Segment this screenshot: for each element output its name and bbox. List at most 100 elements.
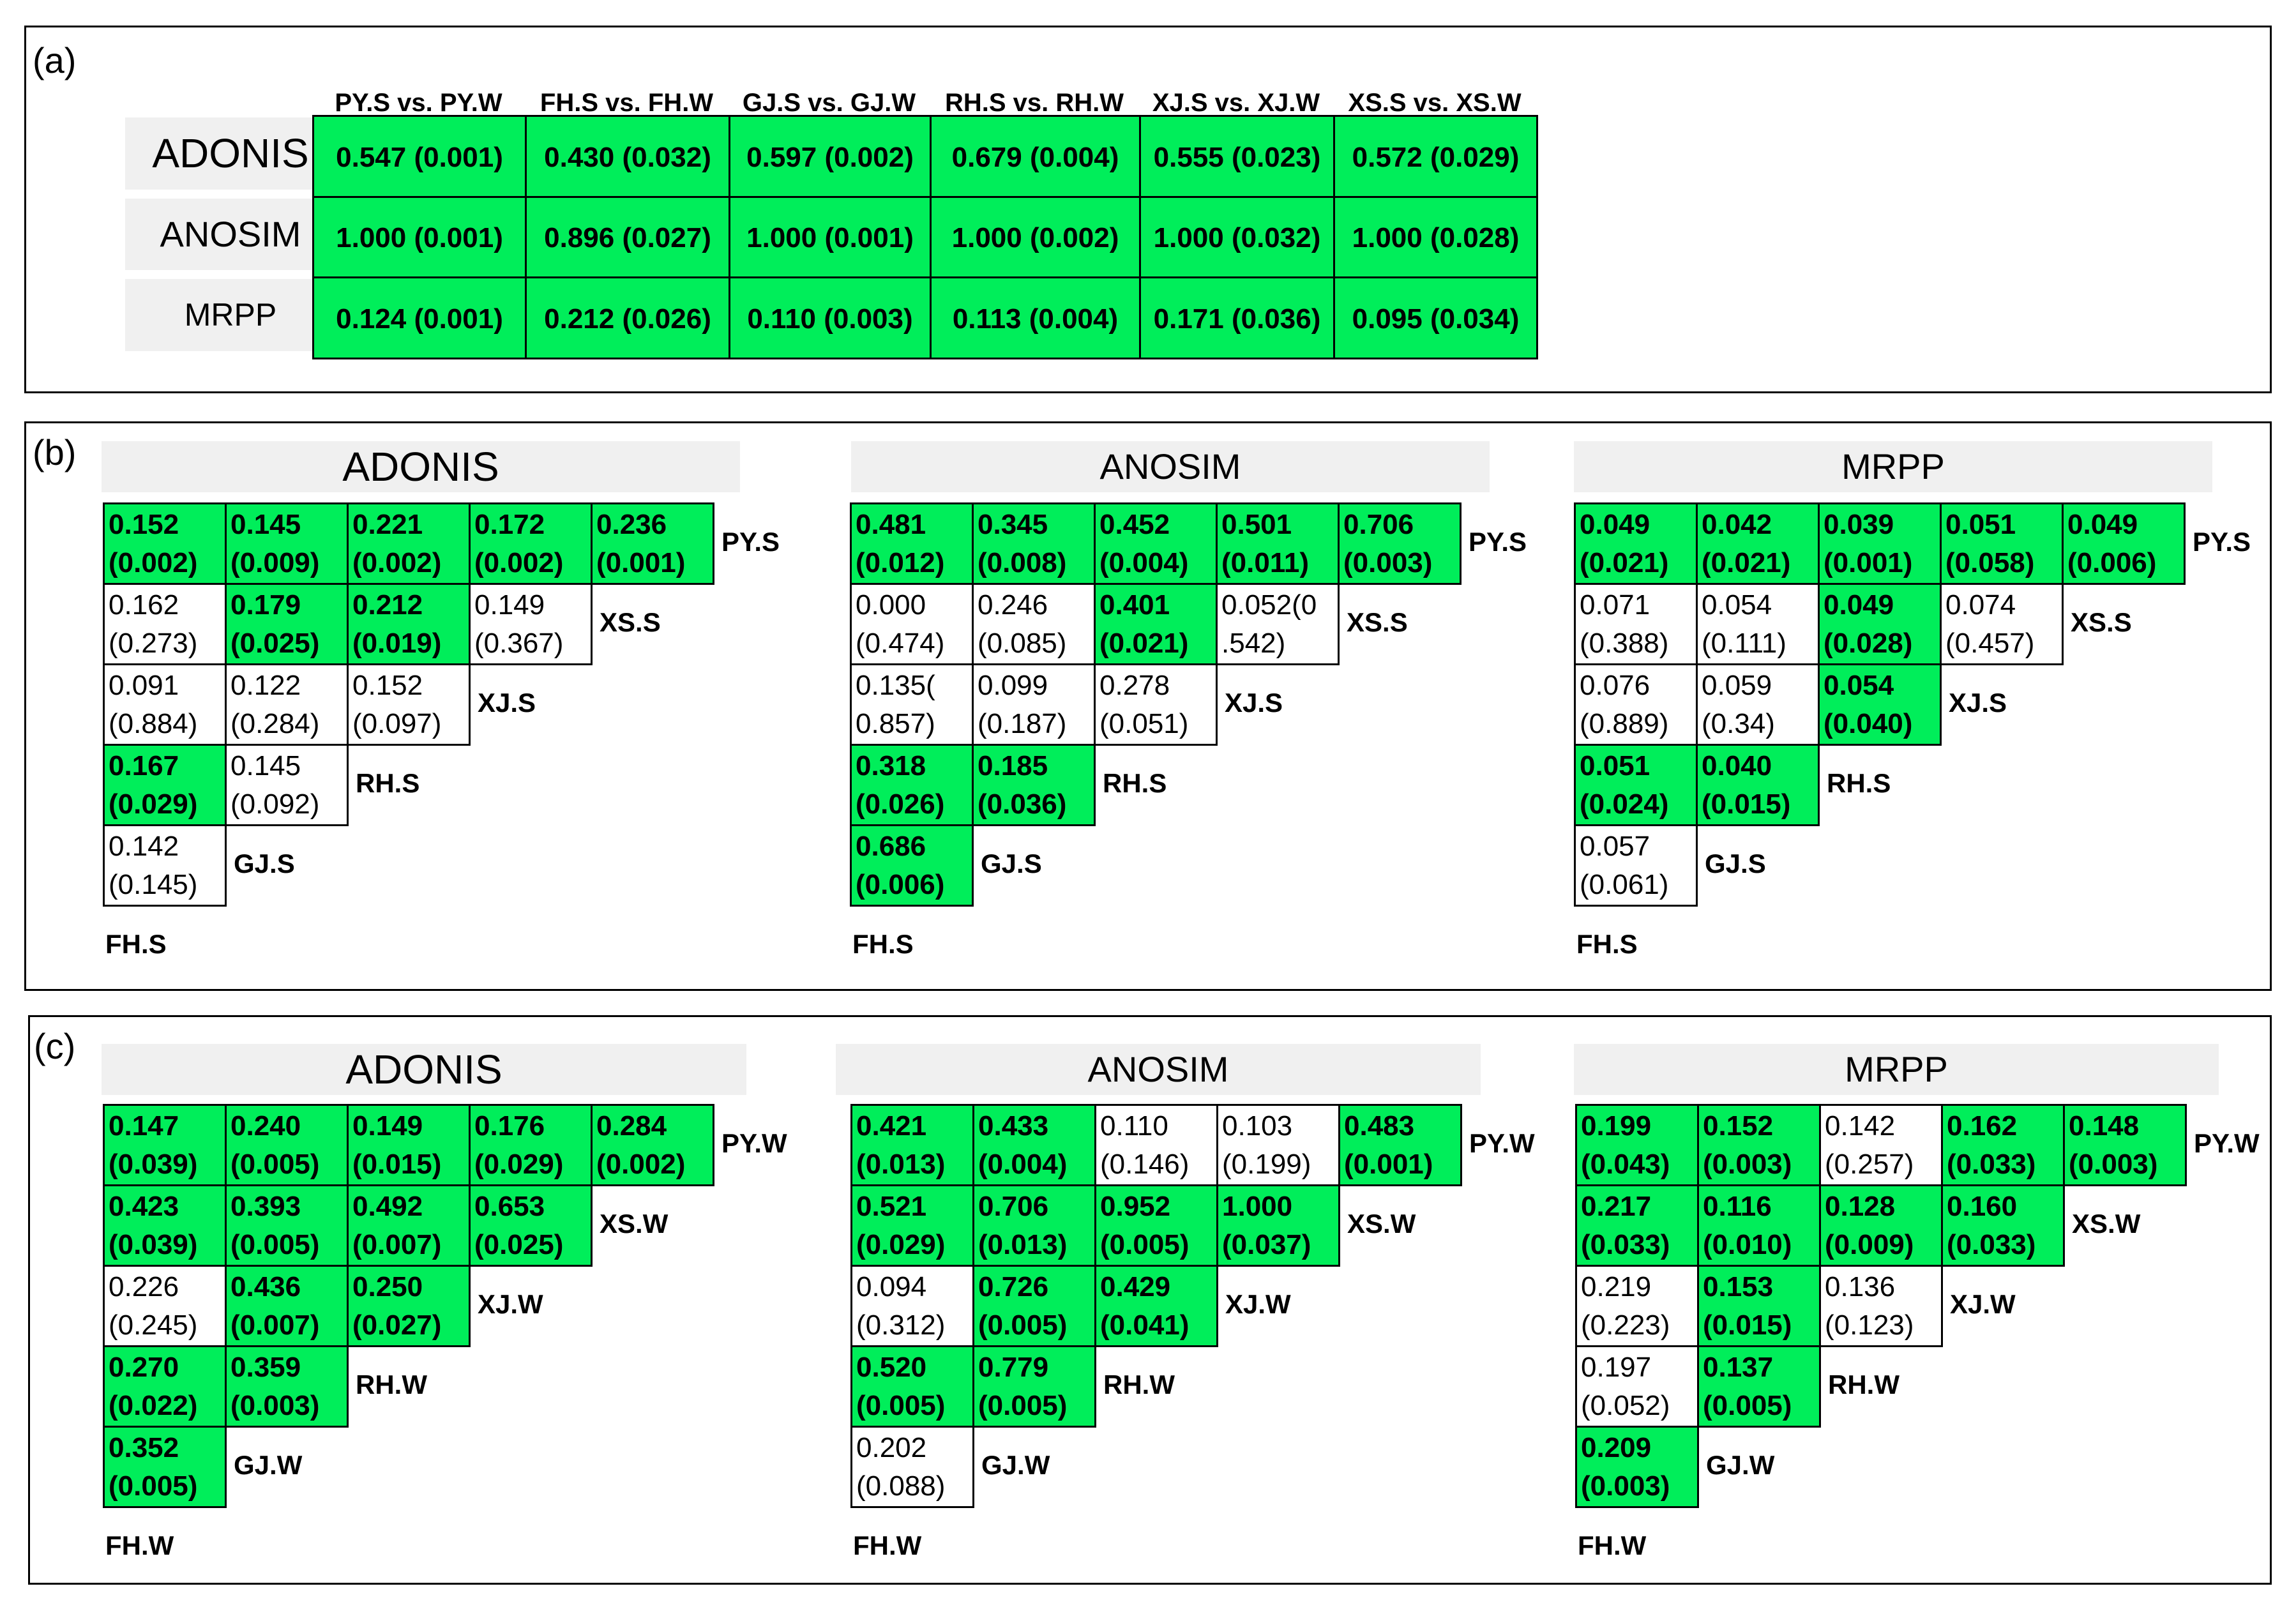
row-label: PY.W	[1469, 1128, 1535, 1158]
matrix-cell: 0.452 (0.004)	[1094, 502, 1218, 585]
matrix-cell: 0.040 (0.015)	[1696, 744, 1820, 826]
matrix-cell: 0.148 (0.003)	[2063, 1104, 2187, 1186]
table-title: ADONIS	[102, 441, 740, 492]
matrix-cell: 0.099 (0.187)	[972, 663, 1096, 746]
matrix-cell: 0.142 (0.257)	[1819, 1104, 1943, 1186]
column-header: XS.S vs. XS.W	[1348, 89, 1522, 117]
matrix-cell: 0.176 (0.029)	[469, 1104, 593, 1186]
matrix-cell: 0.212 (0.019)	[347, 583, 471, 665]
matrix-cell: 0.429 (0.041)	[1094, 1265, 1218, 1347]
matrix-cell: 0.226 (0.245)	[103, 1265, 227, 1347]
panel-b-letter: (b)	[33, 432, 77, 472]
row-label: PY.S	[2193, 527, 2251, 557]
table-title: MRPP	[1574, 441, 2212, 492]
row-label: XS.W	[1347, 1209, 1416, 1239]
stat-cell: 1.000 (0.028)	[1333, 196, 1538, 278]
matrix-cell: 0.401 (0.021)	[1094, 583, 1218, 665]
row-label: XS.W	[600, 1209, 668, 1239]
matrix-cell: 0.057 (0.061)	[1574, 824, 1698, 907]
stat-cell: 0.110 (0.003)	[729, 276, 932, 359]
matrix-cell: 0.436 (0.007)	[225, 1265, 349, 1347]
row-label: XJ.S	[478, 688, 536, 718]
matrix-cell: 0.219 (0.223)	[1575, 1265, 1699, 1347]
row-label: XJ.S	[1949, 688, 2007, 718]
matrix-cell: 0.352 (0.005)	[103, 1426, 227, 1508]
stat-cell: 0.124 (0.001)	[312, 276, 527, 359]
matrix-cell: 0.054 (0.111)	[1696, 583, 1820, 665]
matrix-cell: 0.483 (0.001)	[1338, 1104, 1462, 1186]
matrix-cell: 0.051 (0.024)	[1574, 744, 1698, 826]
row-label: RH.W	[1828, 1370, 1899, 1400]
matrix-cell: 0.091 (0.884)	[103, 663, 227, 746]
stat-cell: 0.597 (0.002)	[729, 115, 932, 198]
bottom-label: FH.S	[852, 929, 914, 959]
matrix-cell: 0.221 (0.002)	[347, 502, 471, 585]
table-title: ANOSIM	[836, 1044, 1481, 1095]
matrix-cell: 0.042 (0.021)	[1696, 502, 1820, 585]
stat-cell: 1.000 (0.001)	[729, 196, 932, 278]
matrix-cell: 0.054 (0.040)	[1818, 663, 1942, 746]
matrix-cell: 0.152 (0.003)	[1697, 1104, 1821, 1186]
matrix-cell: 0.197 (0.052)	[1575, 1345, 1699, 1428]
row-label: RH.S	[356, 768, 420, 798]
matrix-cell: 0.128 (0.009)	[1819, 1184, 1943, 1267]
matrix-cell: 0.135( 0.857)	[850, 663, 974, 746]
matrix-cell: 0.071 (0.388)	[1574, 583, 1698, 665]
row-label: RH.W	[356, 1370, 427, 1400]
row-label: XS.S	[2071, 607, 2132, 637]
row-label: PY.S	[721, 527, 780, 557]
matrix-cell: 0.779 (0.005)	[972, 1345, 1096, 1428]
row-label: GJ.S	[981, 849, 1042, 879]
matrix-cell: 0.726 (0.005)	[972, 1265, 1096, 1347]
matrix-cell: 0.359 (0.003)	[225, 1345, 349, 1428]
row-label: PY.W	[2194, 1128, 2260, 1158]
row-label: XJ.W	[1225, 1289, 1291, 1319]
bottom-label: FH.S	[1576, 929, 1638, 959]
column-header: GJ.S vs. GJ.W	[742, 89, 916, 117]
matrix-cell: 0.653 (0.025)	[469, 1184, 593, 1267]
stat-cell: 0.547 (0.001)	[312, 115, 527, 198]
matrix-cell: 0.199 (0.043)	[1575, 1104, 1699, 1186]
row-label: XS.S	[600, 607, 661, 637]
stat-cell: 0.212 (0.026)	[525, 276, 730, 359]
row-label: XS.S	[1347, 607, 1408, 637]
matrix-cell: 0.278 (0.051)	[1094, 663, 1218, 746]
matrix-cell: 0.236 (0.001)	[591, 502, 714, 585]
matrix-cell: 0.501 (0.011)	[1216, 502, 1340, 585]
row-label: GJ.W	[234, 1450, 303, 1480]
matrix-cell: 0.142 (0.145)	[103, 824, 227, 907]
matrix-cell: 0.318 (0.026)	[850, 744, 974, 826]
stat-cell: 1.000 (0.002)	[930, 196, 1141, 278]
panel-c-letter: (c)	[34, 1026, 76, 1066]
matrix-cell: 0.147 (0.039)	[103, 1104, 227, 1186]
matrix-cell: 0.162 (0.033)	[1941, 1104, 2065, 1186]
matrix-cell: 0.059 (0.34)	[1696, 663, 1820, 746]
row-label: RH.S	[1827, 768, 1891, 798]
matrix-cell: 0.122 (0.284)	[225, 663, 349, 746]
matrix-cell: 0.246 (0.085)	[972, 583, 1096, 665]
stat-cell: 0.896 (0.027)	[525, 196, 730, 278]
matrix-cell: 0.049 (0.021)	[1574, 502, 1698, 585]
matrix-cell: 0.136 (0.123)	[1819, 1265, 1943, 1347]
matrix-cell: 0.172 (0.002)	[469, 502, 593, 585]
matrix-cell: 0.076 (0.889)	[1574, 663, 1698, 746]
stat-cell: 1.000 (0.032)	[1139, 196, 1335, 278]
matrix-cell: 0.284 (0.002)	[591, 1104, 714, 1186]
row-label: XJ.W	[1950, 1289, 2016, 1319]
row-header: ADONIS	[125, 117, 336, 190]
matrix-cell: 0.421 (0.013)	[850, 1104, 974, 1186]
row-label: RH.S	[1103, 768, 1167, 798]
matrix-cell: 0.149 (0.015)	[347, 1104, 471, 1186]
row-header: ANOSIM	[125, 199, 336, 270]
matrix-cell: 0.481 (0.012)	[850, 502, 974, 585]
panel-a-letter: (a)	[33, 40, 77, 80]
matrix-cell: 0.270 (0.022)	[103, 1345, 227, 1428]
matrix-cell: 0.520 (0.005)	[850, 1345, 974, 1428]
matrix-cell: 0.000 (0.474)	[850, 583, 974, 665]
matrix-cell: 0.952 (0.005)	[1094, 1184, 1218, 1267]
matrix-cell: 0.492 (0.007)	[347, 1184, 471, 1267]
bottom-label: FH.W	[1578, 1530, 1647, 1560]
stat-cell: 0.679 (0.004)	[930, 115, 1141, 198]
matrix-cell: 0.052(0 .542)	[1216, 583, 1340, 665]
stat-cell: 0.095 (0.034)	[1333, 276, 1538, 359]
